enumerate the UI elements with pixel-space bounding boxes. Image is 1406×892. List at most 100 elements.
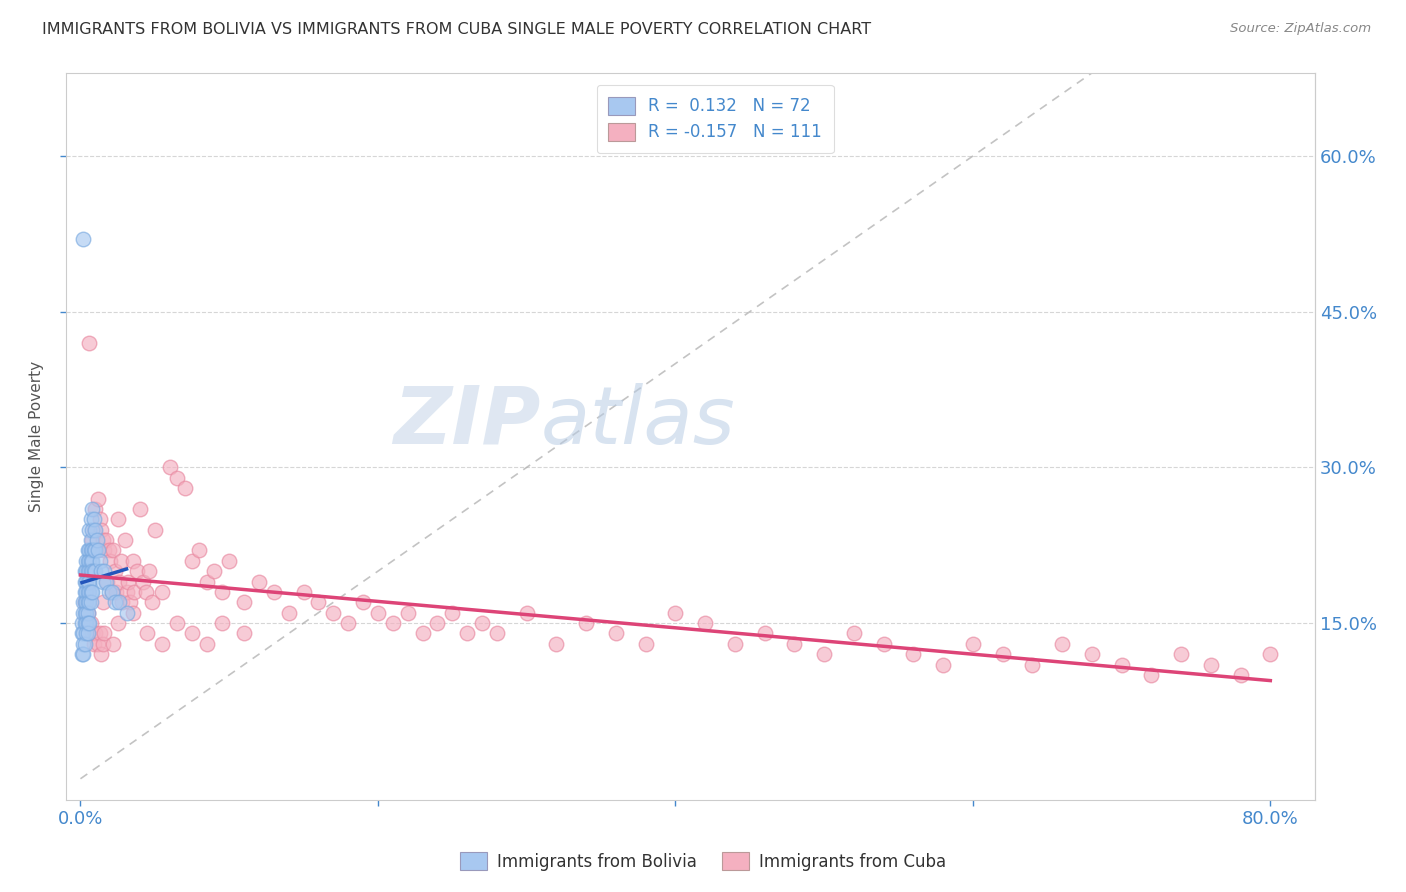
Point [381,616,404,631]
Point [471,616,494,631]
Point [813,647,835,661]
Point [77,606,100,620]
Point [105,585,128,599]
Point [202,564,225,578]
Point [150,585,173,599]
Point [72,626,94,640]
Legend: Immigrants from Bolivia, Immigrants from Cuba: Immigrants from Bolivia, Immigrants from… [451,844,955,880]
Point [89,626,111,640]
Point [82,543,104,558]
Point [111,595,134,609]
Point [80,543,103,558]
Point [75,564,97,578]
Point [87,637,110,651]
Point [546,637,568,651]
Point [117,574,139,589]
Point [426,616,449,631]
Point [115,606,138,620]
Point [75,585,97,599]
Point [107,512,129,526]
Point [75,574,97,589]
Point [1081,647,1104,661]
Point [84,502,107,516]
Point [101,637,124,651]
Point [1170,647,1192,661]
Point [114,533,136,547]
Point [842,626,865,640]
Point [412,626,434,640]
Point [159,460,181,475]
Point [77,543,100,558]
Point [97,543,120,558]
Point [82,523,104,537]
Point [73,616,96,631]
Text: ZIP: ZIP [392,383,540,461]
Point [135,585,157,599]
Point [307,595,329,609]
Point [89,512,111,526]
Point [91,574,114,589]
Point [80,512,103,526]
Point [79,574,101,589]
Point [83,637,105,651]
Point [211,585,233,599]
Point [79,585,101,599]
Point [94,574,117,589]
Point [94,533,117,547]
Legend: R =  0.132   N = 72, R = -0.157   N = 111: R = 0.132 N = 72, R = -0.157 N = 111 [596,85,834,153]
Point [87,543,110,558]
Point [73,595,96,609]
Point [195,574,218,589]
Point [90,564,112,578]
Point [724,637,747,651]
Point [82,554,104,568]
Point [166,471,188,485]
Point [82,585,104,599]
Point [90,523,112,537]
Point [322,606,344,620]
Point [218,554,240,568]
Point [91,637,114,651]
Point [605,626,627,640]
Point [516,606,538,620]
Point [166,616,188,631]
Point [79,595,101,609]
Point [352,595,374,609]
Point [79,543,101,558]
Point [73,595,96,609]
Point [872,637,894,651]
Point [73,606,96,620]
Point [83,543,105,558]
Point [121,606,143,620]
Point [115,585,138,599]
Point [337,616,360,631]
Point [188,543,211,558]
Text: IMMIGRANTS FROM BOLIVIA VS IMMIGRANTS FROM CUBA SINGLE MALE POVERTY CORRELATION : IMMIGRANTS FROM BOLIVIA VS IMMIGRANTS FR… [42,22,872,37]
Text: Source: ZipAtlas.com: Source: ZipAtlas.com [1230,22,1371,36]
Point [77,574,100,589]
Point [100,585,122,599]
Point [84,626,107,640]
Point [73,564,96,578]
Point [80,564,103,578]
Point [121,554,143,568]
Y-axis label: Single Male Poverty: Single Male Poverty [30,360,44,512]
Point [87,491,110,506]
Point [1021,657,1043,672]
Point [80,585,103,599]
Point [456,626,478,640]
Point [86,543,108,558]
Point [903,647,925,661]
Point [104,564,127,578]
Point [1140,668,1163,682]
Point [181,554,204,568]
Point [233,595,256,609]
Point [104,595,127,609]
Point [93,564,115,578]
Point [89,554,111,568]
Point [101,543,124,558]
Point [247,574,270,589]
Point [783,637,806,651]
Point [82,533,104,547]
Point [150,637,173,651]
